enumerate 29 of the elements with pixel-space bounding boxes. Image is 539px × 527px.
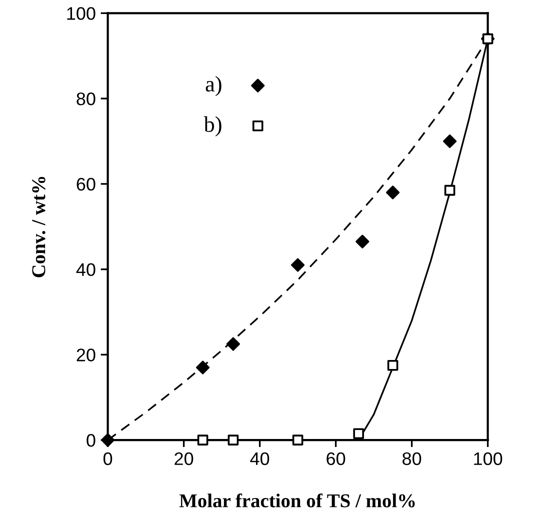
y-tick-label: 100 xyxy=(67,7,96,20)
point xyxy=(291,258,305,272)
point xyxy=(228,434,239,446)
point xyxy=(444,184,456,196)
legend-label: a) xyxy=(206,76,222,96)
x-tick-label: 100 xyxy=(474,452,502,466)
point xyxy=(387,360,398,371)
x-axis-title: Molar fraction of TS / mol% xyxy=(179,493,415,508)
y-tick-label: 40 xyxy=(76,263,96,276)
x-tick-label: 20 xyxy=(174,452,194,466)
point xyxy=(197,434,208,446)
y-tick-label: 80 xyxy=(76,92,96,106)
legend-label: b) xyxy=(204,116,222,136)
y-axis-title: Conv. / wt% xyxy=(32,176,46,278)
point xyxy=(292,434,304,446)
point xyxy=(353,428,364,440)
x-tick-label: 60 xyxy=(326,452,346,466)
point xyxy=(443,134,457,148)
point xyxy=(386,186,400,200)
y-tick-label: 0 xyxy=(86,434,96,447)
x-tick-label: 40 xyxy=(250,452,270,466)
y-tick-label: 20 xyxy=(76,348,96,362)
point xyxy=(101,433,115,447)
point xyxy=(356,234,370,248)
x-tick-label: 0 xyxy=(103,452,112,466)
point xyxy=(196,360,210,374)
x-tick-label: 80 xyxy=(402,452,422,466)
point xyxy=(226,337,240,351)
y-tick-label: 60 xyxy=(76,178,96,191)
